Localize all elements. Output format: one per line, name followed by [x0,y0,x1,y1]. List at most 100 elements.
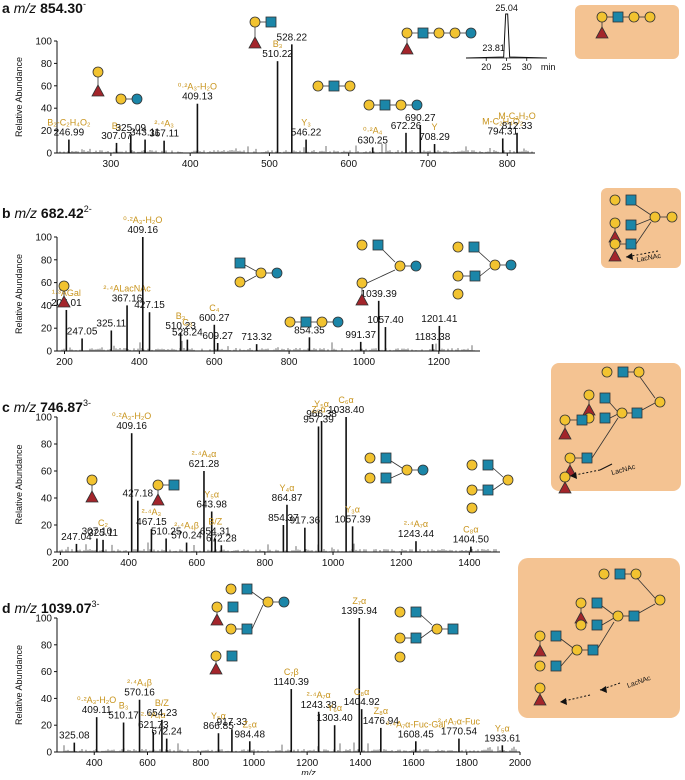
peak-label: 621.28 [189,459,220,470]
circle [452,288,464,300]
peak-label: 1933.61 [484,733,521,744]
galactose-circle-icon [255,267,267,279]
glucose-circle-icon [410,260,422,272]
peak-label: 1608.45 [398,729,435,740]
y-tick-label: 0 [46,347,52,358]
fragment-label: C₈α [463,525,478,535]
fragment-label: C₂ [98,518,108,528]
fragment-label: C₄ [209,303,219,313]
peak-label: 1201.41 [421,314,458,325]
highlight-box [601,188,681,268]
panel-b: b m/z 682.422- 0 20 40 60 80 100 200 400 600 800 10… [2,188,681,368]
galactose-circle-icon [344,80,356,92]
peak-label: 1770.54 [441,727,478,738]
y-tick-label: 40 [41,301,53,312]
panel-charge: 2- [84,204,92,214]
peak-label: 654.23 [147,708,178,719]
glycosidic-link [609,402,619,413]
rect [482,459,494,471]
circle [401,27,413,39]
polygon [57,295,71,308]
peak-label: 247.04 [61,532,92,543]
rect [599,392,611,404]
y-tick-label: 80 [41,255,53,266]
circle [666,211,678,223]
fragment-label: ²·⁴A₃ [154,119,174,129]
peak-label: 917.33 [217,717,248,728]
x-tick-label: 200 [56,357,73,368]
circle [564,452,576,464]
panel-precursor: 746.87 [40,399,83,415]
glycosidic-link [560,651,574,667]
x-tick-label: 400 [182,159,199,170]
peak-label: 957.39 [303,414,334,425]
circle [210,650,222,662]
circle [466,484,478,496]
circle [559,471,571,483]
y-tick-label: 0 [46,149,52,160]
peak-label: 247.05 [67,326,98,337]
glycosidic-link [390,460,403,469]
polygon [608,249,622,262]
x-tick-label: 1400 [349,758,372,769]
y-tick-label: 0 [46,748,52,759]
peak-label: 367.16 [112,293,143,304]
glycosidic-link [390,472,403,479]
circle [58,280,70,292]
peak-label: 1303.40 [317,713,354,724]
peak-label: 630.25 [357,135,388,146]
peak-label: 864.87 [272,493,303,504]
y-tick-label: 40 [41,694,53,705]
panel-title: b m/z 682.422- [2,204,92,221]
peak-label: 1404.50 [453,535,490,546]
circle [452,241,464,253]
y-tick-label: 80 [41,440,53,451]
y-tick-label: 20 [41,324,53,335]
fragment-label: Y₅α [211,711,226,721]
peak-label: 1057.40 [367,315,404,326]
peak-label: 609.27 [202,331,233,342]
fragment-label: B₂-C₂H₄O₂ [47,118,91,128]
y-tick-label: 20 [41,721,53,732]
glycosidic-link [492,482,504,491]
galactose-circle-icon [312,80,324,92]
x-tick-label: 1000 [353,357,376,368]
glycan-icons: 20 25 30 min 25.04 23.81 [91,3,679,111]
glycosidic-link [382,249,396,263]
glycosidic-link [601,617,615,626]
circle [654,396,666,408]
circle [583,389,595,401]
polygon [558,427,572,440]
x-tick-label: 600 [340,159,357,170]
highlight-box [575,5,679,59]
arrow-head-icon [626,253,633,260]
rect [468,241,480,253]
polygon [558,481,572,494]
y-tick-label: 80 [41,640,53,651]
fragment-label: ²·⁴A₄α [141,710,166,720]
peak-label: 672.28 [206,533,237,544]
rect [410,632,422,644]
peak-label: 854.37 [268,513,299,524]
circle [356,239,368,251]
y-tick-label: 100 [35,413,52,424]
glycosidic-link [244,275,257,283]
galactose-circle-icon [502,474,514,486]
arrow-head-icon [560,698,567,705]
glycosidic-link [635,218,652,226]
panel-title: a m/z 854.30- [2,0,86,16]
rect [372,239,384,251]
rect [265,16,277,28]
peak-label: 1140.39 [274,677,310,688]
peak-label: 1183.38 [415,332,451,343]
peak-label: 812.33 [502,121,533,132]
inset-tick-label: 30 [522,62,532,72]
x-tick-label: 800 [499,159,516,170]
galactose-circle-icon [395,99,407,111]
glycosidic-link [597,621,615,649]
inset-tick-label: 25 [501,62,511,72]
glycosidic-link [601,605,615,616]
x-tick-label: 600 [206,357,223,368]
circle [92,66,104,78]
circle [609,217,621,229]
